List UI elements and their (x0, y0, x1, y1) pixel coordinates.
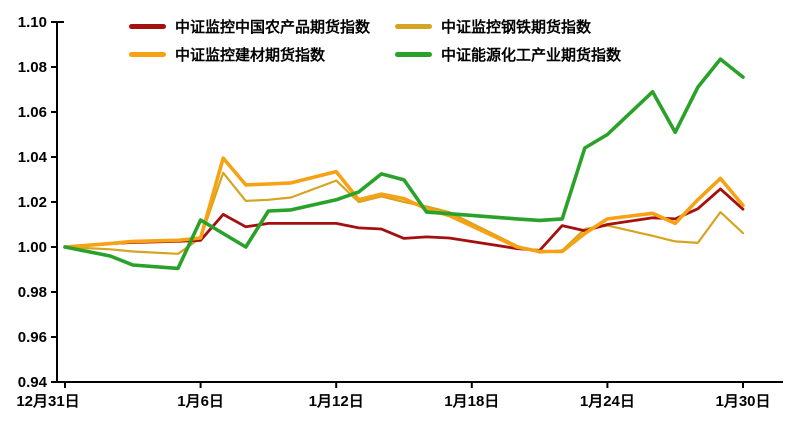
legend-swatch-energy-chemical (395, 52, 432, 57)
legend-item-energy-chemical: 中证能源化工产业期货指数 (395, 44, 621, 65)
y-tick-label: 1.08 (18, 59, 47, 76)
legend-label: 中证监控钢铁期货指数 (441, 20, 592, 36)
legend-label: 中证能源化工产业期货指数 (441, 48, 622, 64)
x-tick-label: 1月6日 (177, 393, 224, 410)
legend-item-agri-products: 中证监控中国农产品期货指数 (129, 16, 395, 37)
y-tick-label: 0.96 (18, 329, 47, 346)
y-tick-label: 1.04 (18, 149, 48, 166)
legend-swatch-building-materials (129, 52, 166, 57)
legend-label: 中证监控建材期货指数 (175, 48, 326, 64)
legend-item-building-materials: 中证监控建材期货指数 (129, 44, 395, 65)
series-line-agri-products (63, 187, 745, 252)
y-tick-label: 0.94 (18, 374, 48, 391)
series-line-building-materials (63, 156, 745, 254)
y-tick-label: 1.02 (18, 194, 47, 211)
legend-item-steel: 中证监控钢铁期货指数 (395, 16, 621, 37)
x-tick-label: 1月30日 (715, 393, 770, 410)
y-tick-label: 1.06 (18, 104, 47, 121)
legend-swatch-steel (395, 24, 432, 29)
y-tick-label: 1.10 (18, 14, 47, 31)
x-tick-label: 1月18日 (444, 393, 499, 410)
chart-legend: 中证监控中国农产品期货指数 中证监控钢铁期货指数中证监控建材期货指数 中证能源化工产… (129, 16, 621, 65)
x-tick-label: 1月24日 (580, 393, 635, 410)
series-line-energy-chemical (63, 57, 745, 271)
x-tick-label: 12月31日 (16, 393, 79, 410)
y-tick-label: 0.98 (18, 284, 47, 301)
x-tick-label: 1月12日 (309, 393, 364, 410)
legend-label: 中证监控中国农产品期货指数 (175, 20, 371, 36)
legend-swatch-agri-products (129, 24, 166, 29)
y-tick-label: 1.00 (18, 239, 47, 256)
